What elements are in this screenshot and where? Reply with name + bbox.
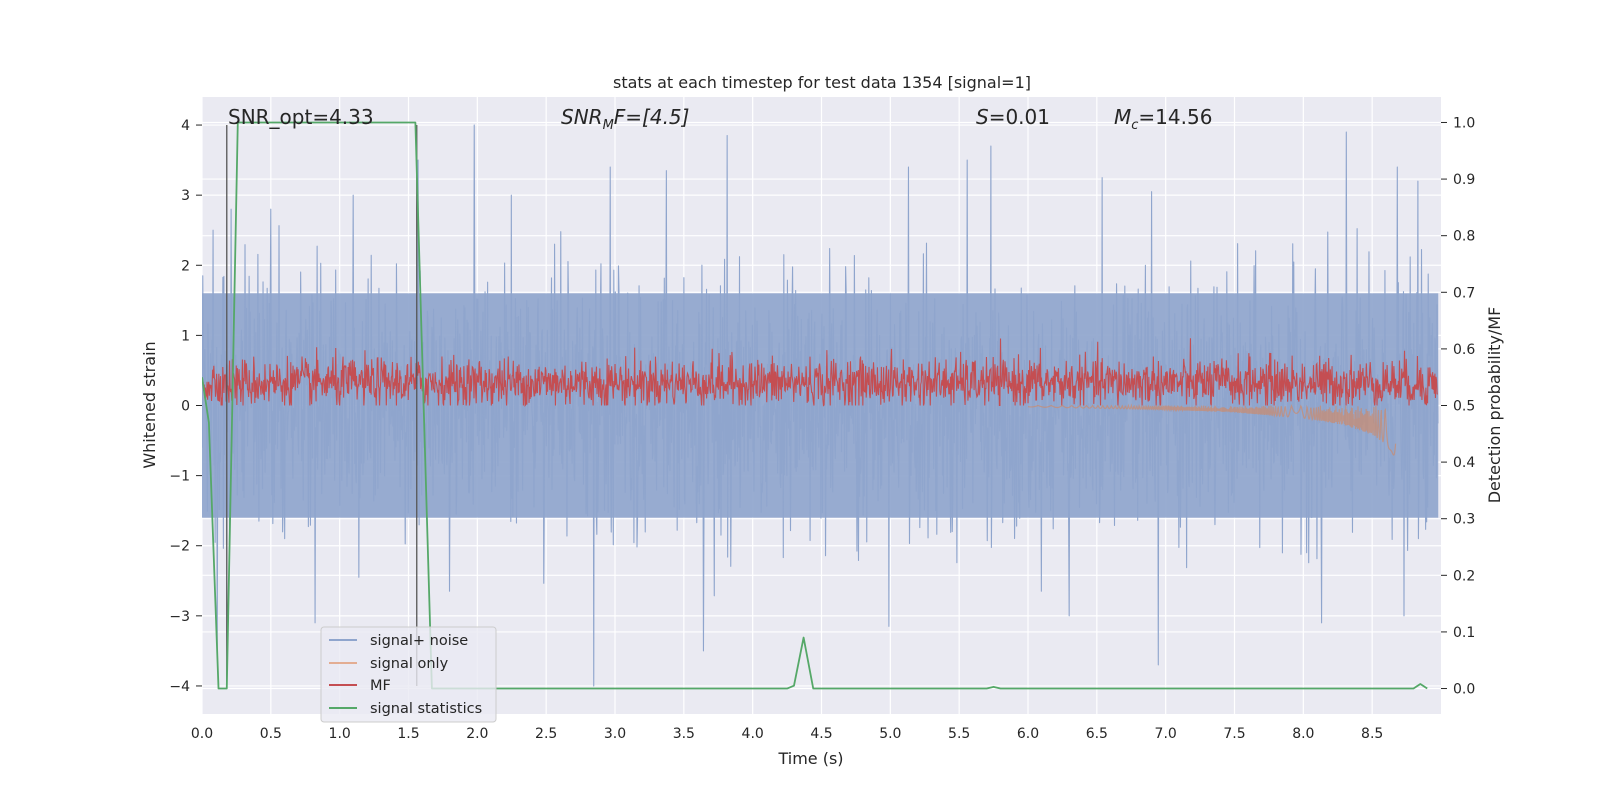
x-tick-label: 8.5 bbox=[1361, 726, 1383, 742]
x-tick-label: 2.0 bbox=[466, 726, 488, 742]
series-signal-statistics bbox=[202, 121, 1428, 690]
series-signal-only bbox=[1027, 403, 1397, 456]
mc-rest: =14.56 bbox=[1138, 105, 1212, 129]
legend-box bbox=[320, 626, 497, 723]
y-right-axis-label: Detection probability/MF bbox=[1485, 307, 1504, 504]
mf-line bbox=[202, 338, 1439, 407]
annotation-snr-opt: SNR_opt=4.33 bbox=[228, 105, 374, 129]
y-tick-label: −1 bbox=[169, 469, 190, 485]
y-right-tick-label: 0.5 bbox=[1453, 399, 1475, 415]
x-tick-label: 2.5 bbox=[535, 726, 557, 742]
legend: signal+ noise signal only MF signal stat… bbox=[320, 626, 497, 723]
y-right-tick-label: 1.0 bbox=[1453, 115, 1475, 131]
s-rest: =0.01 bbox=[989, 105, 1050, 129]
x-tick-label: 5.0 bbox=[879, 726, 901, 742]
s-main: S bbox=[976, 105, 989, 129]
x-tick-label: 0.0 bbox=[191, 726, 213, 742]
x-tick-label: 5.5 bbox=[948, 726, 970, 742]
y-right-tick-label: 0.7 bbox=[1453, 285, 1475, 301]
y-right-tick-label: 0.6 bbox=[1453, 342, 1475, 358]
x-tick-label: 8.0 bbox=[1292, 726, 1314, 742]
annotation-s: S=0.01 bbox=[976, 105, 1050, 129]
x-tick-label: 7.0 bbox=[1155, 726, 1177, 742]
y-tick-label: −2 bbox=[169, 539, 190, 555]
y-tick-label: 3 bbox=[181, 188, 190, 204]
snr-mf-rest: F=[4.5] bbox=[614, 105, 690, 129]
y-tick-label: 1 bbox=[181, 328, 190, 344]
y-axis-label: Whitened strain bbox=[140, 341, 159, 468]
series-signal-noise bbox=[202, 124, 1439, 687]
x-axis-label: Time (s) bbox=[777, 749, 843, 768]
y-right-tick-label: 0.3 bbox=[1453, 512, 1475, 528]
signal-only-line bbox=[1027, 403, 1397, 456]
y-tick-label: 0 bbox=[181, 399, 190, 415]
chart-title: stats at each timestep for test data 135… bbox=[613, 73, 1031, 92]
y-right-tick-label: 0.2 bbox=[1453, 568, 1475, 584]
y-right-tick-label: 0.4 bbox=[1453, 455, 1475, 471]
signal-statistics-line bbox=[202, 121, 1428, 690]
mc-main: M bbox=[1114, 105, 1131, 129]
snr-mf-main: SNR bbox=[561, 105, 603, 129]
snr-mf-sub: M bbox=[603, 118, 614, 133]
y-right-tick-label: 0.1 bbox=[1453, 625, 1475, 641]
y-tick-label: −3 bbox=[169, 609, 190, 625]
x-tick-label: 1.5 bbox=[397, 726, 419, 742]
annotation-snr-mf: SNRMF=[4.5] bbox=[561, 105, 689, 133]
x-tick-label: 3.0 bbox=[604, 726, 626, 742]
x-tick-label: 6.0 bbox=[1017, 726, 1039, 742]
y-right-tick-labels: 1.0 0.9 0.8 0.7 0.6 0.5 0.4 0.3 0.2 0.1 0.0 bbox=[1441, 115, 1475, 698]
x-tick-label: 0.5 bbox=[260, 726, 282, 742]
x-tick-label: 4.5 bbox=[810, 726, 832, 742]
y-tick-label: −4 bbox=[169, 679, 190, 695]
y-right-tick-label: 0.0 bbox=[1453, 682, 1475, 698]
legend-label-mf: MF bbox=[370, 678, 391, 694]
series-mf bbox=[202, 338, 1439, 407]
x-tick-label: 6.5 bbox=[1086, 726, 1108, 742]
legend-label-signal-statistics: signal statistics bbox=[370, 701, 482, 717]
mc-sub: c bbox=[1131, 118, 1138, 133]
x-tick-label: 3.5 bbox=[673, 726, 695, 742]
legend-label-signal-only: signal only bbox=[370, 656, 449, 672]
annotation-mc: Mc=14.56 bbox=[1114, 105, 1212, 133]
y-tick-labels: 4 3 2 1 0 −1 −2 −3 −4 bbox=[169, 118, 202, 695]
legend-label-signal-noise: signal+ noise bbox=[370, 633, 468, 649]
y-tick-label: 2 bbox=[181, 258, 190, 274]
y-tick-label: 4 bbox=[181, 118, 190, 134]
x-tick-labels: 0.0 0.5 1.0 1.5 2.0 2.5 3.0 3.5 4.0 4.5 5.0 5.5 6.0 6… bbox=[191, 726, 1383, 742]
y-right-tick-label: 0.9 bbox=[1453, 172, 1475, 188]
vertical-markers bbox=[226, 125, 418, 686]
y-right-tick-label: 0.8 bbox=[1453, 229, 1475, 245]
x-tick-label: 1.0 bbox=[329, 726, 351, 742]
x-tick-label: 7.5 bbox=[1223, 726, 1245, 742]
x-tick-label: 4.0 bbox=[742, 726, 764, 742]
